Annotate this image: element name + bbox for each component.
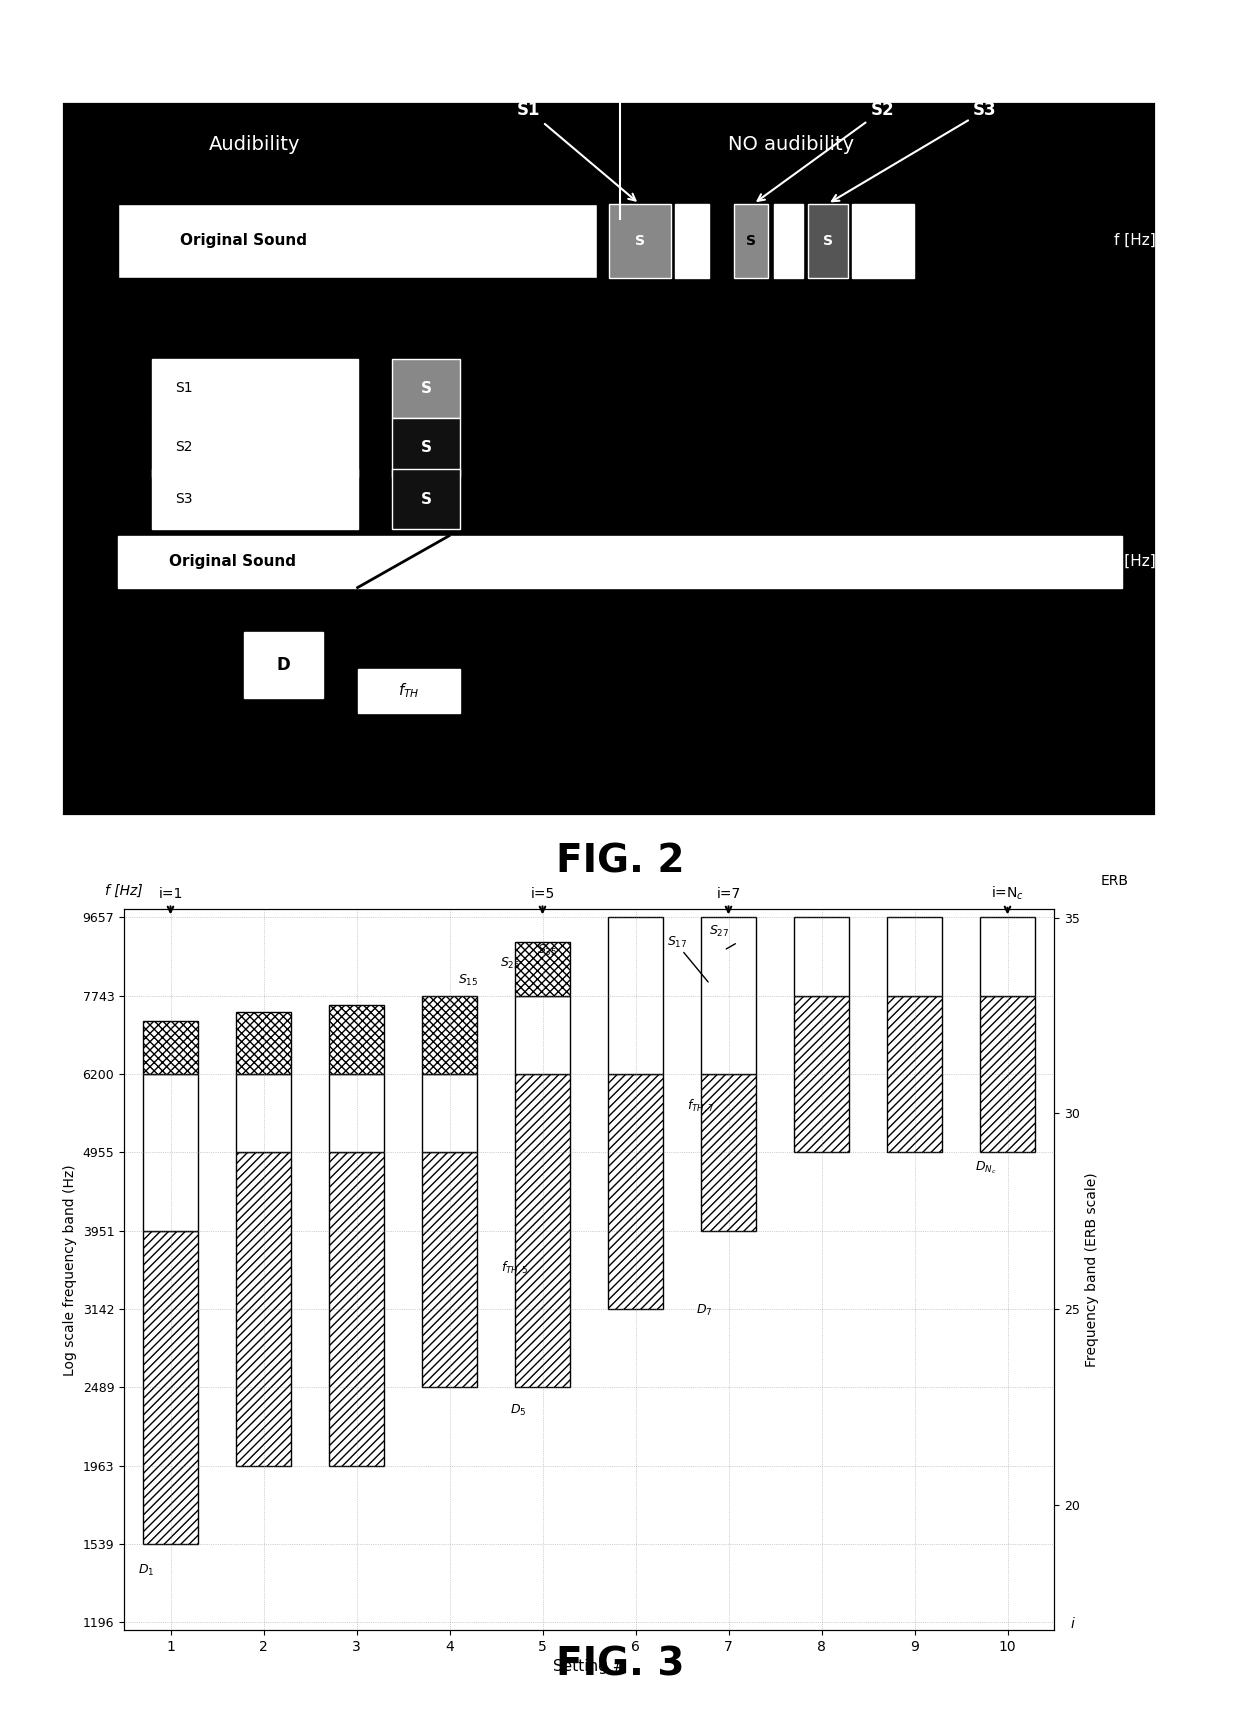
Bar [887, 995, 942, 1151]
Text: $S_{27}$: $S_{27}$ [709, 923, 729, 939]
Bar [236, 1074, 291, 1151]
Bar [980, 995, 1035, 1151]
Bar [392, 470, 460, 529]
Bar [118, 204, 598, 278]
Text: Original Sound: Original Sound [180, 233, 308, 249]
Bar [852, 204, 914, 278]
Text: ERB: ERB [1101, 873, 1128, 887]
Y-axis label: Frequency band (ERB scale): Frequency band (ERB scale) [1085, 1172, 1099, 1368]
Bar [236, 1012, 291, 1074]
Text: S3: S3 [175, 492, 192, 506]
Bar [701, 918, 756, 1074]
Text: Original Sound: Original Sound [169, 554, 295, 570]
Text: $S_{15}$: $S_{15}$ [458, 973, 479, 988]
Bar [887, 918, 942, 995]
Bar [329, 1004, 384, 1074]
Bar [734, 204, 769, 278]
Bar [422, 995, 477, 1074]
Text: S2: S2 [175, 441, 192, 455]
Text: Audibility: Audibility [210, 136, 300, 154]
Bar [143, 1074, 198, 1230]
Text: $S_{17}$: $S_{17}$ [667, 935, 687, 951]
Text: S2: S2 [758, 101, 894, 201]
Text: $D_5$: $D_5$ [510, 1402, 527, 1417]
Text: i=1: i=1 [159, 887, 182, 913]
Bar [515, 995, 570, 1074]
Bar [153, 470, 357, 529]
Text: FIG. 2: FIG. 2 [556, 843, 684, 880]
X-axis label: Setting #: Setting # [553, 1659, 625, 1675]
Bar [118, 535, 1122, 587]
Text: S: S [635, 233, 645, 247]
Bar [392, 419, 460, 477]
Bar [357, 669, 460, 714]
Bar [980, 918, 1035, 995]
Bar [701, 1074, 756, 1230]
Text: FIG. 3: FIG. 3 [556, 1646, 684, 1683]
Bar [794, 995, 849, 1151]
Text: f [Hz]: f [Hz] [1115, 233, 1156, 249]
Text: i=7: i=7 [717, 887, 740, 913]
Text: i=N$_c$: i=N$_c$ [991, 885, 1024, 913]
Bar [808, 204, 848, 278]
Text: $f_{TH}$: $f_{TH}$ [398, 681, 420, 700]
Bar [329, 1074, 384, 1151]
Bar [675, 204, 709, 278]
Text: S: S [746, 233, 756, 247]
Bar [774, 204, 802, 278]
Bar [153, 359, 357, 419]
Text: S: S [823, 233, 833, 247]
FancyBboxPatch shape [61, 101, 1156, 817]
Bar [153, 419, 357, 477]
Bar [794, 918, 849, 995]
Text: S1: S1 [175, 381, 192, 395]
Text: D: D [277, 656, 290, 674]
Text: $D_{N_c}$: $D_{N_c}$ [975, 1160, 997, 1175]
Text: f [Hz]: f [Hz] [1115, 554, 1156, 570]
Text: $S_{35}$: $S_{35}$ [537, 944, 557, 959]
Bar [143, 1230, 198, 1544]
Bar [392, 359, 460, 419]
Text: S: S [420, 491, 432, 506]
Text: S3: S3 [832, 101, 997, 201]
Bar [608, 1074, 663, 1309]
Text: NO audibility: NO audibility [728, 136, 854, 154]
Bar [608, 918, 663, 1074]
Bar [329, 1151, 384, 1465]
Bar [422, 1151, 477, 1387]
Bar [243, 631, 324, 698]
Bar [236, 1151, 291, 1465]
Bar [422, 1074, 477, 1151]
Text: $D_7$: $D_7$ [696, 1302, 713, 1318]
Bar [143, 1021, 198, 1074]
Text: $D_1$: $D_1$ [138, 1563, 154, 1577]
Y-axis label: Log scale frequency band (Hz): Log scale frequency band (Hz) [63, 1163, 77, 1376]
Text: S1: S1 [517, 101, 635, 201]
Text: S: S [420, 439, 432, 455]
Bar [515, 942, 570, 995]
Text: $f_{TH,5}$: $f_{TH,5}$ [501, 1260, 528, 1277]
Text: f [Hz]: f [Hz] [105, 884, 143, 897]
Bar [515, 1074, 570, 1387]
Text: S: S [420, 381, 432, 396]
Text: i: i [1070, 1616, 1075, 1632]
Text: $S_{25}$: $S_{25}$ [500, 956, 520, 971]
Text: $f_{TH,7}$: $f_{TH,7}$ [687, 1097, 714, 1115]
Bar [609, 204, 671, 278]
Text: i=5: i=5 [531, 887, 554, 913]
